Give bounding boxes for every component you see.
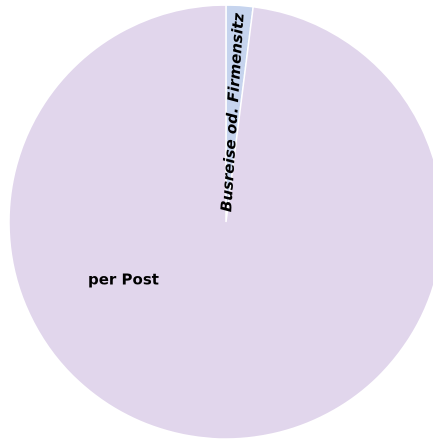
slice-label: per Post <box>88 271 159 289</box>
pie-slice <box>8 4 433 439</box>
